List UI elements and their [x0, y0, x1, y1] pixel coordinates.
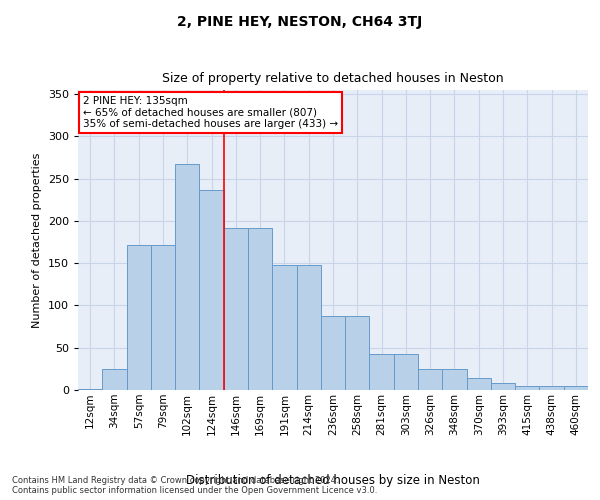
Y-axis label: Number of detached properties: Number of detached properties — [32, 152, 42, 328]
Bar — [296, 265, 321, 390]
Bar — [199, 190, 224, 390]
Bar — [442, 369, 467, 390]
Bar — [564, 386, 588, 390]
Bar — [102, 369, 127, 390]
Bar — [394, 354, 418, 390]
Bar — [248, 228, 272, 390]
X-axis label: Distribution of detached houses by size in Neston: Distribution of detached houses by size … — [186, 474, 480, 487]
Bar — [418, 369, 442, 390]
Bar — [272, 265, 296, 390]
Bar — [175, 164, 199, 390]
Bar — [345, 316, 370, 390]
Title: Size of property relative to detached houses in Neston: Size of property relative to detached ho… — [162, 72, 504, 85]
Bar — [467, 378, 491, 390]
Bar — [321, 316, 345, 390]
Bar — [78, 389, 102, 390]
Text: 2, PINE HEY, NESTON, CH64 3TJ: 2, PINE HEY, NESTON, CH64 3TJ — [178, 15, 422, 29]
Text: 2 PINE HEY: 135sqm
← 65% of detached houses are smaller (807)
35% of semi-detach: 2 PINE HEY: 135sqm ← 65% of detached hou… — [83, 96, 338, 129]
Bar — [151, 244, 175, 390]
Bar — [127, 244, 151, 390]
Bar — [515, 386, 539, 390]
Bar — [224, 228, 248, 390]
Text: Contains HM Land Registry data © Crown copyright and database right 2024.
Contai: Contains HM Land Registry data © Crown c… — [12, 476, 377, 495]
Bar — [491, 383, 515, 390]
Bar — [539, 386, 564, 390]
Bar — [370, 354, 394, 390]
